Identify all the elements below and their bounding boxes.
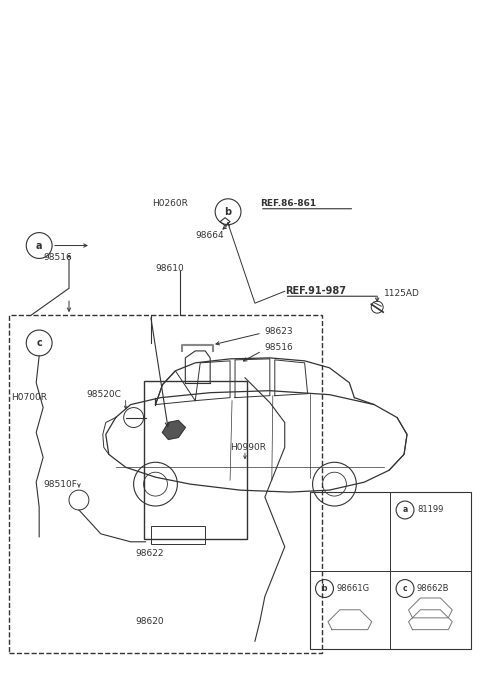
Text: c: c <box>36 338 42 348</box>
Text: REF.91-987: REF.91-987 <box>285 286 346 296</box>
Text: 98662B: 98662B <box>417 584 449 593</box>
Text: 98620: 98620 <box>136 617 164 626</box>
Text: 98664: 98664 <box>195 231 224 240</box>
Text: b: b <box>322 584 327 593</box>
Text: c: c <box>403 584 408 593</box>
Text: 98516: 98516 <box>43 253 72 262</box>
Text: 81199: 81199 <box>417 505 444 514</box>
Text: b: b <box>225 207 232 217</box>
Text: H0260R: H0260R <box>153 199 188 208</box>
Text: 98520C: 98520C <box>86 390 121 399</box>
Text: 98622: 98622 <box>136 549 164 558</box>
Text: 98610: 98610 <box>156 264 184 273</box>
Text: H0990R: H0990R <box>230 443 266 452</box>
Bar <box>151 526 205 544</box>
Polygon shape <box>162 421 185 439</box>
Text: 98516: 98516 <box>265 343 294 353</box>
Text: a: a <box>402 505 408 514</box>
Text: REF.86-861: REF.86-861 <box>260 199 316 208</box>
Text: H0700R: H0700R <box>12 393 48 402</box>
Text: 98510F: 98510F <box>43 480 77 489</box>
Bar <box>310 492 471 649</box>
Text: a: a <box>36 240 42 250</box>
Text: 98623: 98623 <box>265 326 293 336</box>
Text: 1125AD: 1125AD <box>384 289 420 297</box>
Text: 98661G: 98661G <box>336 584 370 593</box>
